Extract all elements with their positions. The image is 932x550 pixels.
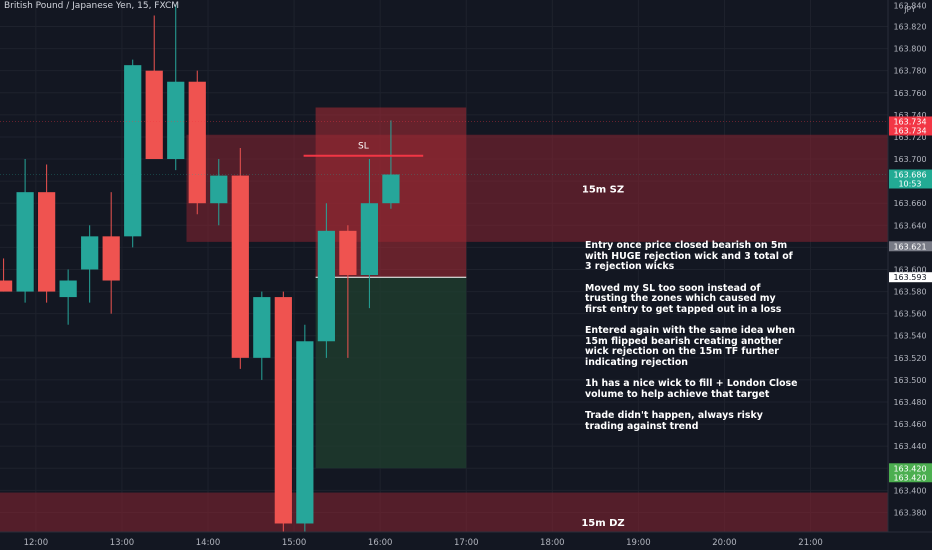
price-marker-text: 163.686 bbox=[893, 170, 926, 179]
price-tick-label: 163.740 bbox=[893, 111, 926, 120]
price-marker-text: 10:53 bbox=[898, 179, 921, 188]
price-marker-text: 163.420 bbox=[893, 473, 926, 482]
price-axis[interactable]: 163.840JPY163.360163.380163.400163.42016… bbox=[887, 0, 932, 550]
time-tick-label: 21:00 bbox=[798, 538, 823, 548]
note-1: Entry once price closed bearish on 5m wi… bbox=[585, 240, 793, 272]
candle-body bbox=[59, 280, 77, 298]
time-tick-label: 19:00 bbox=[626, 538, 651, 548]
candle-body bbox=[0, 280, 13, 292]
zone-label-1: 15m SZ bbox=[582, 184, 624, 195]
stop-loss-label: SL bbox=[358, 142, 369, 152]
candle-body bbox=[360, 203, 379, 275]
price-tick-label: 163.800 bbox=[893, 45, 926, 54]
note-5: Trade didn't happen, always risky tradin… bbox=[585, 410, 763, 432]
take-profit-area bbox=[315, 277, 467, 469]
price-tick-label: 163.760 bbox=[893, 89, 926, 98]
currency-label: JPY bbox=[903, 5, 916, 14]
candle-body bbox=[124, 65, 142, 237]
time-tick-label: 12:00 bbox=[24, 538, 49, 548]
candle-body bbox=[339, 230, 357, 275]
time-tick-label: 17:00 bbox=[454, 538, 479, 548]
price-tick-label: 163.640 bbox=[893, 221, 926, 230]
price-tick-label: 163.460 bbox=[893, 420, 926, 429]
price-marker-box bbox=[889, 169, 932, 180]
price-marker-text: 163.734 bbox=[893, 117, 926, 126]
candle-body bbox=[274, 297, 292, 524]
price-marker-box bbox=[889, 472, 932, 483]
price-tick-label: 163.520 bbox=[893, 354, 926, 363]
price-marker-text: 163.593 bbox=[893, 273, 926, 282]
price-tick-label: 163.500 bbox=[893, 376, 926, 385]
price-marker-box bbox=[889, 463, 932, 474]
time-tick-label: 14:00 bbox=[196, 538, 221, 548]
price-tick-label: 163.480 bbox=[893, 398, 926, 407]
time-tick-label: 15:00 bbox=[282, 538, 307, 548]
price-tick-label: 163.780 bbox=[893, 67, 926, 76]
candle-body bbox=[382, 174, 400, 204]
candle-body bbox=[188, 81, 206, 204]
candle-body bbox=[253, 297, 271, 358]
zone-label-2: 15m DZ bbox=[581, 518, 624, 529]
time-tick-label: 16:00 bbox=[368, 538, 393, 548]
price-marker-text: 163.621 bbox=[893, 242, 926, 251]
price-tick-label: 163.660 bbox=[893, 199, 926, 208]
zone-1 bbox=[186, 134, 889, 242]
price-marker-box bbox=[889, 178, 932, 189]
price-tick-label: 163.820 bbox=[893, 23, 926, 32]
trade-notes: Entry once price closed bearish on 5m wi… bbox=[585, 240, 800, 443]
time-tick-label: 13:00 bbox=[110, 538, 135, 548]
note-2: Moved my SL too soon instead of trusting… bbox=[585, 282, 782, 315]
note-4: 1h has a nice wick to fill + London Clos… bbox=[585, 378, 798, 400]
candle-body bbox=[317, 230, 335, 342]
annotations: SL bbox=[0, 121, 888, 175]
price-marker-text: 163.734 bbox=[893, 126, 926, 135]
time-axis[interactable]: 12:00 13:00 14:00 15:00 16:00 17:00 18:00 19:00… bbox=[0, 531, 932, 550]
price-tick-label: 163.540 bbox=[893, 332, 926, 341]
candle-body bbox=[210, 175, 228, 204]
price-tick-label: 163.400 bbox=[893, 486, 926, 495]
price-tick-label: 163.560 bbox=[893, 310, 926, 319]
price-tick-label: 163.840 bbox=[893, 1, 926, 10]
price-tick-label: 163.600 bbox=[893, 265, 926, 274]
price-marker-box bbox=[889, 272, 932, 283]
price-tick-label: 163.440 bbox=[893, 442, 926, 451]
price-marker-box bbox=[889, 241, 932, 252]
time-axis-background bbox=[0, 532, 932, 550]
candle-body bbox=[296, 341, 314, 524]
candle-body bbox=[38, 192, 56, 292]
candle-body bbox=[231, 175, 249, 358]
time-tick-label: 20:00 bbox=[712, 538, 737, 548]
time-tick-label: 18:00 bbox=[540, 538, 565, 548]
price-tick-label: 163.380 bbox=[893, 508, 926, 517]
candle-body bbox=[167, 81, 185, 160]
price-marker-box bbox=[889, 125, 932, 136]
price-tick-label: 163.720 bbox=[893, 133, 926, 142]
symbol-title: British Pound / Japanese Yen, 15, FXCM bbox=[4, 1, 180, 11]
candle-body bbox=[81, 236, 99, 270]
price-marker-box bbox=[889, 116, 932, 127]
note-3: Entered again with the same idea when 15… bbox=[585, 325, 795, 368]
candle-body bbox=[16, 192, 34, 292]
price-tick-label: 163.580 bbox=[893, 288, 926, 297]
candle-body bbox=[145, 70, 163, 160]
candle-body bbox=[102, 236, 120, 281]
price-marker-text: 163.420 bbox=[893, 464, 926, 473]
price-tick-label: 163.700 bbox=[893, 155, 926, 164]
candles bbox=[0, 4, 400, 541]
